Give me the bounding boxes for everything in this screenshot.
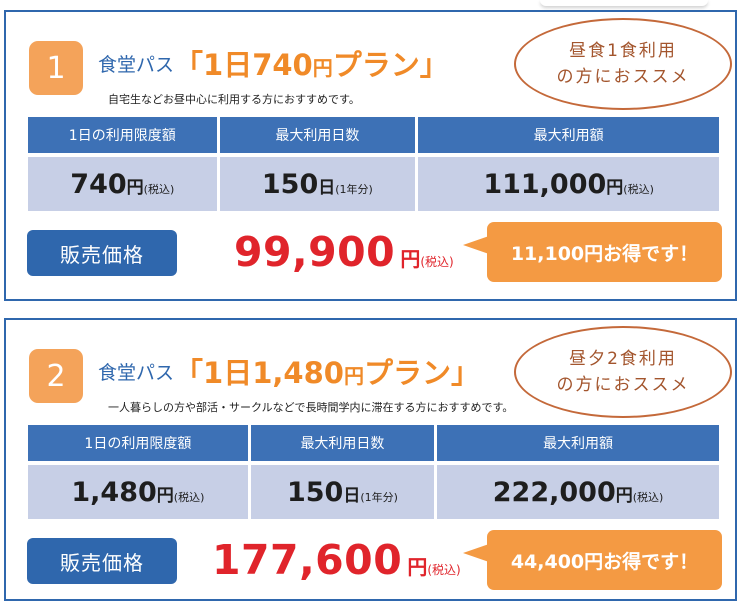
price-unit: 円 [400, 247, 421, 271]
cell-value: 222,000 [492, 476, 616, 508]
cell-value: 111,000 [483, 168, 607, 200]
cell-value: 150 [261, 168, 319, 200]
cell-max-days: 150日(1年分) [219, 153, 416, 211]
cell-unit: 日 [343, 485, 361, 506]
top-card-edge [540, 0, 708, 6]
title-yen: 円 [343, 364, 364, 388]
cell-note: (1年分) [335, 182, 373, 196]
recommend-bubble: 昼夕2食利用 の方におススメ [514, 326, 732, 418]
cell-note: (税込) [632, 490, 664, 504]
cell-max-amount: 111,000円(税込) [418, 153, 719, 211]
recommend-bubble: 昼食1食利用 の方におススメ [514, 18, 732, 110]
header-max-days: 最大利用日数 [250, 425, 435, 461]
cell-max-amount: 222,000円(税込) [437, 461, 719, 519]
header-daily-limit: 1日の利用限度額 [28, 425, 248, 461]
header-max-days: 最大利用日数 [219, 117, 416, 153]
plan-number-badge: 1 [29, 41, 83, 95]
cell-value: 1,480 [71, 476, 157, 508]
title-pre: 「1日 [174, 356, 253, 390]
savings-callout: 11,100円お得です！ [463, 222, 722, 282]
title-yen: 円 [312, 56, 333, 80]
cell-unit: 円 [615, 485, 633, 506]
cell-daily-limit: 1,480円(税込) [28, 461, 248, 519]
spec-table: 1日の利用限度額 最大利用日数 最大利用額 740円(税込) 150日(1年分)… [25, 117, 722, 211]
title-post: プラン」 [363, 356, 480, 390]
cell-unit: 円 [156, 485, 174, 506]
bubble-line-1: 昼食1食利用 [569, 41, 677, 61]
header-max-amount: 最大利用額 [418, 117, 719, 153]
pass-label: 食堂パス [98, 54, 175, 76]
cell-note: (税込) [143, 182, 175, 196]
pass-label: 食堂パス [98, 362, 175, 384]
title-amount: 740 [252, 48, 313, 82]
bubble-line-1: 昼夕2食利用 [569, 349, 677, 369]
plan-title: 食堂パス「1日740円プラン」 [98, 42, 449, 84]
header-daily-limit: 1日の利用限度額 [28, 117, 217, 153]
price-unit: 円 [407, 555, 428, 579]
price-value: 177,600 [212, 536, 403, 584]
plan-card-1: 1 食堂パス「1日740円プラン」 自宅生などお昼中心に利用する方におすすめです… [4, 10, 737, 301]
sale-price: 99,900 円(税込) [234, 228, 454, 276]
cell-note: (税込) [173, 490, 205, 504]
title-post: プラン」 [332, 48, 449, 82]
plan-title: 食堂パス「1日1,480円プラン」 [98, 350, 480, 392]
header-max-amount: 最大利用額 [437, 425, 719, 461]
plan-subtitle: 自宅生などお昼中心に利用する方におすすめです。 [108, 93, 360, 106]
bubble-line-2: の方におススメ [556, 375, 690, 395]
cell-max-days: 150日(1年分) [250, 461, 435, 519]
price-label: 販売価格 [27, 230, 177, 276]
cell-note: (税込) [623, 182, 654, 196]
plan-card-2: 2 食堂パス「1日1,480円プラン」 一人暮らしの方や部活・サークルなどで長時… [4, 318, 737, 601]
price-value: 99,900 [234, 228, 396, 276]
savings-callout: 44,400円お得です！ [463, 530, 722, 590]
price-note: (税込) [420, 255, 454, 269]
sale-price: 177,600 円(税込) [212, 536, 461, 584]
spec-table: 1日の利用限度額 最大利用日数 最大利用額 1,480円(税込) 150日(1年… [25, 425, 722, 519]
plan-number-badge: 2 [29, 349, 83, 403]
cell-note: (1年分) [360, 490, 398, 504]
cell-unit: 日 [318, 177, 336, 198]
price-label: 販売価格 [27, 538, 177, 584]
plan-subtitle: 一人暮らしの方や部活・サークルなどで長時間学内に滞在する方におすすめです。 [108, 401, 514, 414]
title-amount: 1,480 [252, 356, 344, 390]
bubble-line-2: の方におススメ [556, 67, 690, 87]
cell-unit: 円 [606, 177, 624, 198]
cell-unit: 円 [126, 177, 144, 198]
cell-value: 150 [286, 476, 344, 508]
price-note: (税込) [427, 563, 461, 577]
title-pre: 「1日 [174, 48, 253, 82]
cell-daily-limit: 740円(税込) [28, 153, 217, 211]
cell-value: 740 [70, 168, 127, 200]
